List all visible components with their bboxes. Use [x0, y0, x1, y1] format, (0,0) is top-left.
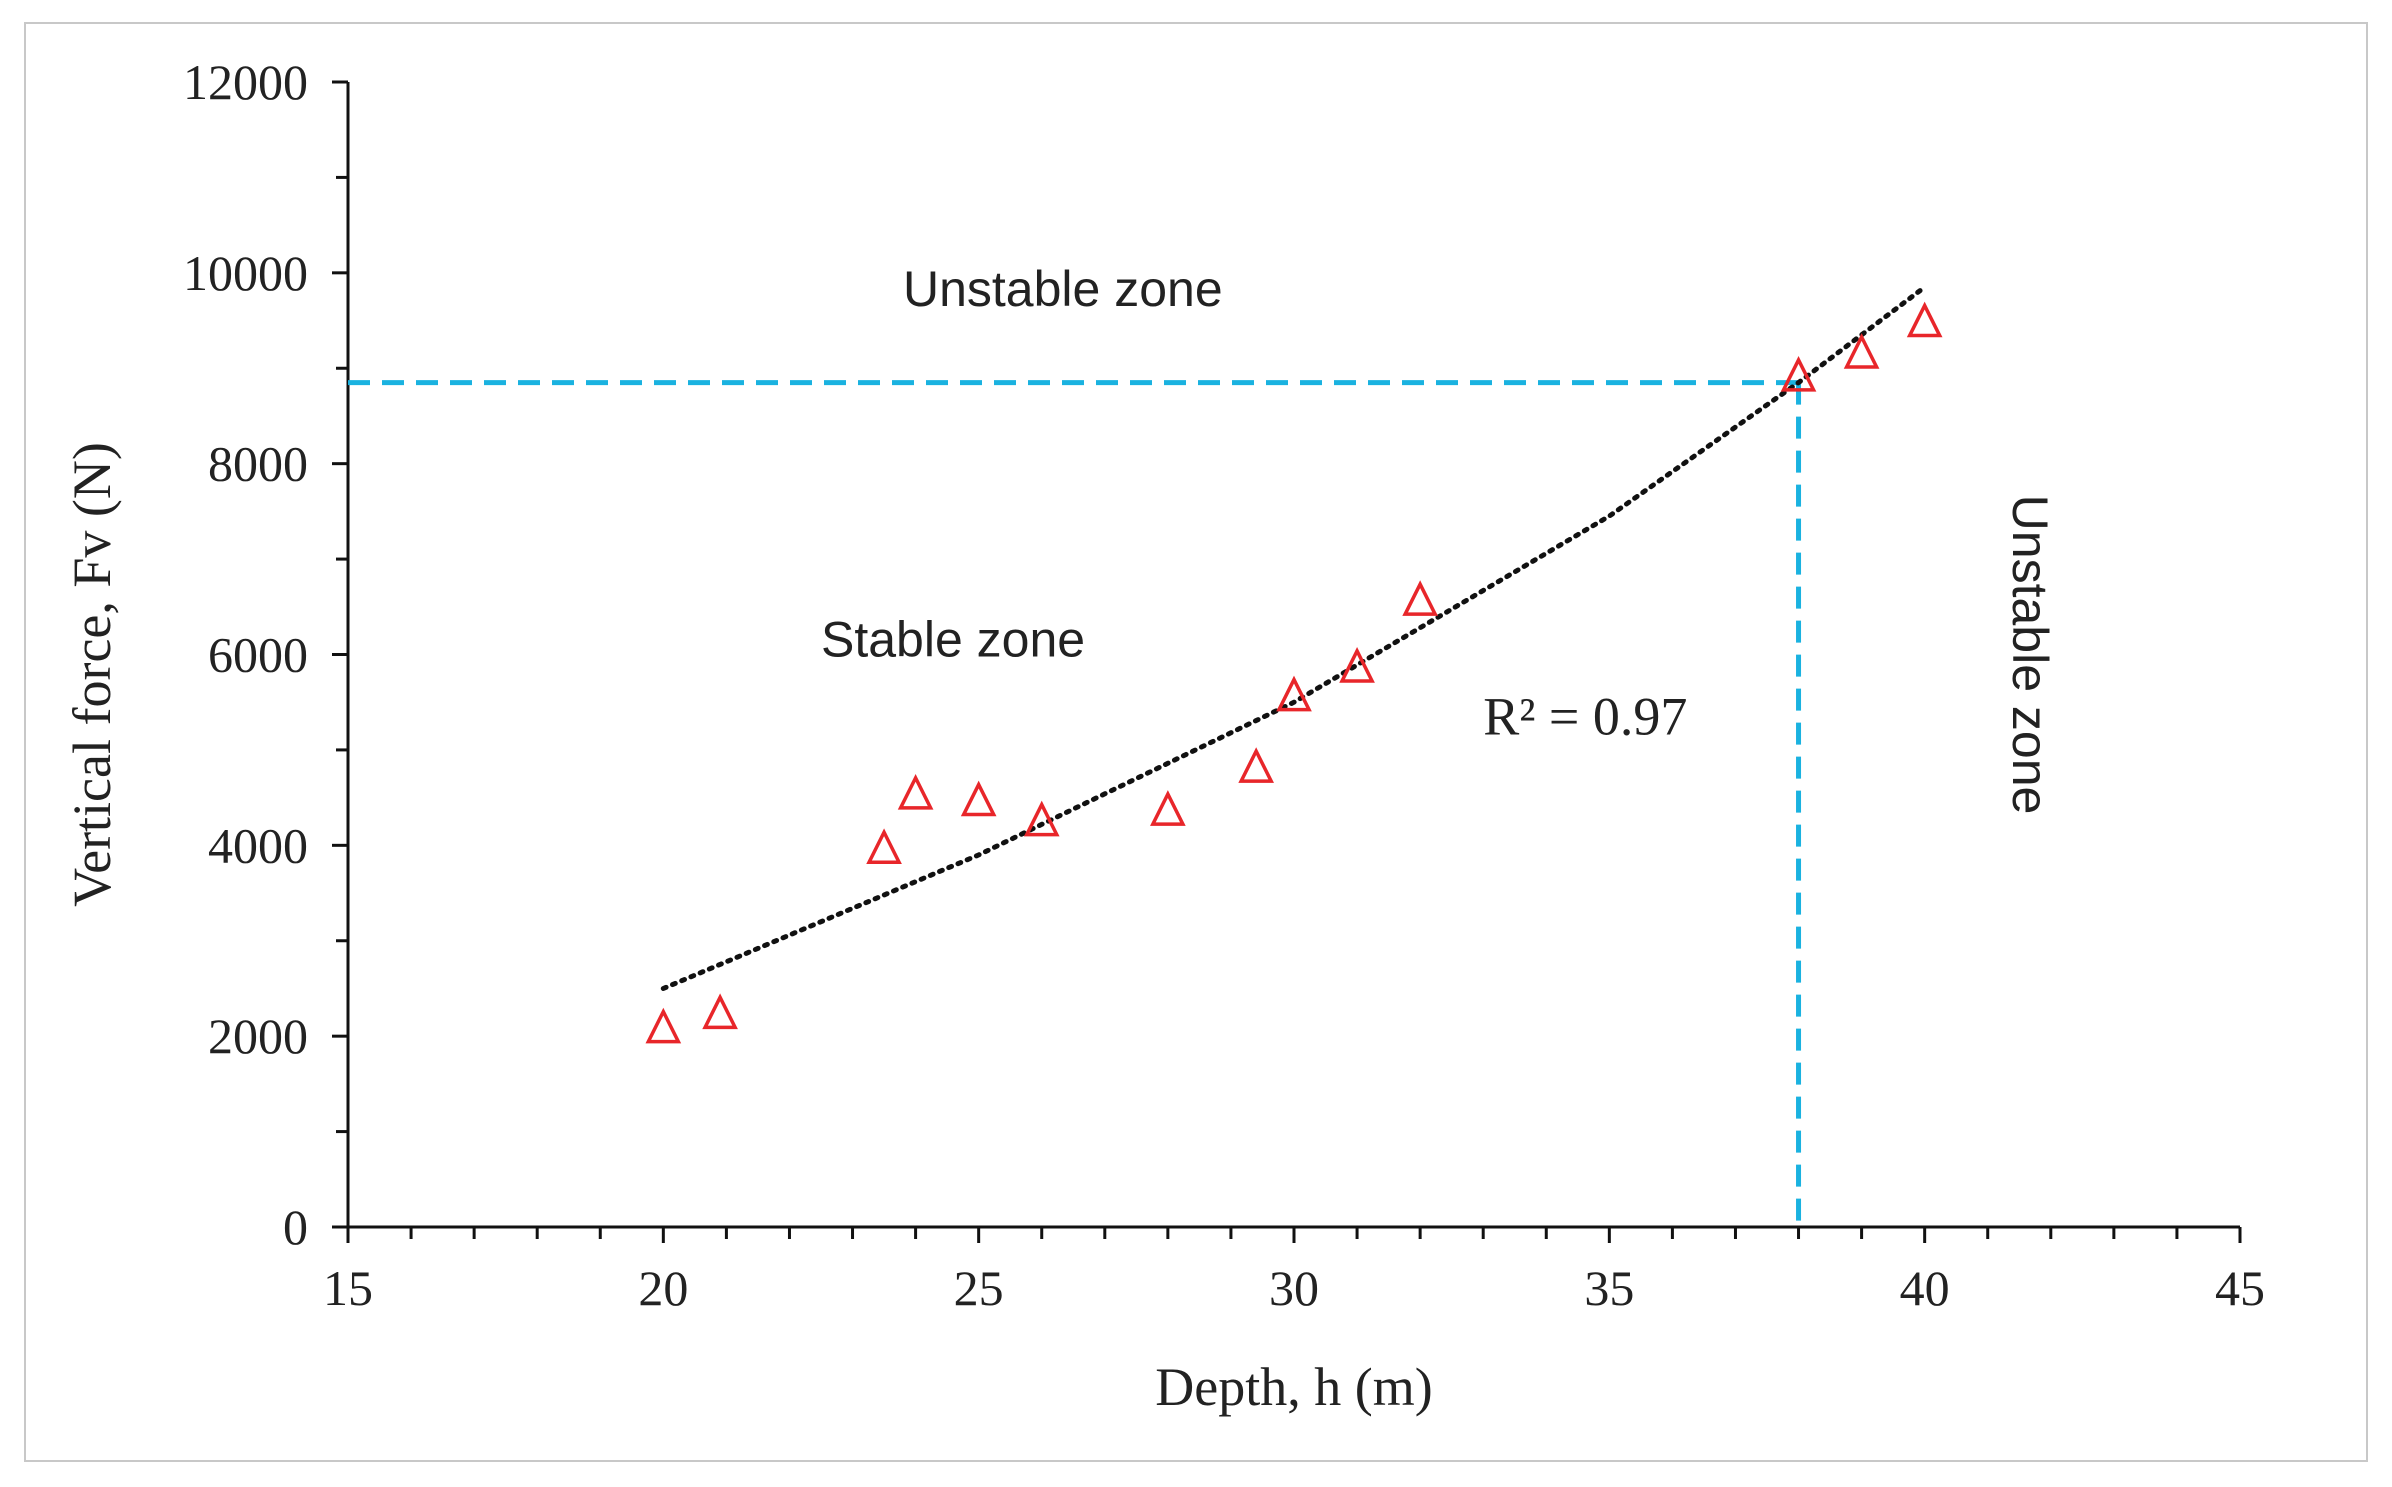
data-point-triangle — [645, 1007, 682, 1044]
x-tick-label: 45 — [2215, 1260, 2265, 1316]
unstable-zone-label-vertical: Unstable zone — [2002, 495, 2058, 815]
threshold-lines — [348, 380, 1802, 1227]
chart: 0 2000 4000 6000 8000 10000 12000 15 20 25 30 35 40 4… — [62, 54, 2265, 1417]
y-tick-label: 6000 — [208, 627, 308, 683]
figure-frame: 0 2000 4000 6000 8000 10000 12000 15 20 25 30 35 40 4… — [24, 22, 2368, 1462]
y-tick-label: 0 — [283, 1199, 308, 1255]
x-tick-label: 25 — [954, 1260, 1004, 1316]
y-tick-label: 12000 — [183, 54, 308, 110]
x-tick-label: 40 — [1900, 1260, 1950, 1316]
annotations: Unstable zone Stable zone Unstable zone — [821, 261, 2058, 814]
data-point-triangle — [1780, 356, 1817, 392]
data-point-triangle — [1238, 747, 1274, 783]
x-tick-label: 20 — [638, 1260, 688, 1316]
x-tick-label: 35 — [1584, 1260, 1634, 1316]
data-point-triangle — [960, 780, 997, 817]
y-tick-label: 10000 — [183, 245, 308, 301]
data-point-triangle — [1276, 675, 1312, 712]
data-point-triangle — [1843, 333, 1880, 369]
x-axis-label: Depth, h (m) — [1155, 1357, 1432, 1417]
data-point-triangle — [702, 993, 738, 1030]
trendline-group: R² = 0.97 — [660, 284, 1928, 991]
data-point-triangle — [1906, 301, 1943, 338]
data-point-triangle — [1023, 800, 1060, 837]
y-tick-label: 8000 — [208, 436, 308, 492]
trendline — [660, 284, 1928, 991]
x-tick-label: 15 — [323, 1260, 373, 1316]
y-tick-label: 4000 — [208, 817, 308, 873]
axis-labels: Depth, h (m) Vertical force, Fv (N) — [62, 442, 1433, 1417]
axes: 0 2000 4000 6000 8000 10000 12000 15 20 25 30 35 40 4… — [183, 54, 2265, 1316]
zone-label: Unstable zone — [903, 261, 1223, 317]
y-tick-label: 2000 — [208, 1008, 308, 1064]
zone-label: Stable zone — [821, 611, 1085, 667]
data-point-triangle — [1339, 647, 1375, 683]
data-points — [645, 301, 1943, 1044]
data-point-triangle — [866, 828, 902, 864]
data-point-triangle — [1402, 580, 1438, 616]
y-axis-label: Vertical force, Fv (N) — [62, 442, 122, 907]
r-squared-label: R² = 0.97 — [1483, 687, 1687, 747]
data-point-triangle — [1150, 790, 1186, 826]
x-tick-label: 30 — [1269, 1260, 1319, 1316]
data-point-triangle — [897, 773, 934, 810]
